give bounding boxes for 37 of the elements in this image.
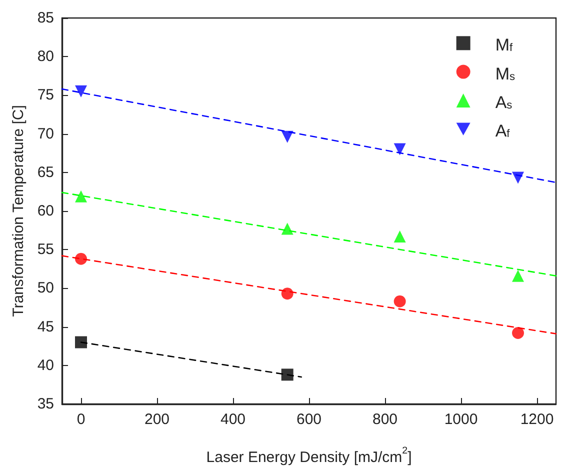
x-tick-label: 400 — [220, 411, 246, 428]
point — [512, 326, 524, 339]
y-tick-label: 45 — [37, 318, 54, 336]
y-tick-label: 70 — [37, 125, 54, 142]
point — [75, 190, 87, 202]
point — [512, 270, 524, 282]
x-tick-label: 600 — [296, 411, 322, 428]
x-tick-label: 800 — [372, 411, 398, 428]
y-tick-label: 80 — [37, 48, 54, 66]
x-tick-label: 1000 — [444, 411, 478, 428]
y-tick-label: 60 — [37, 202, 54, 220]
x-tick-label: 0 — [76, 411, 86, 428]
point — [281, 288, 294, 300]
y-tick-label: 40 — [37, 356, 54, 374]
x-tick-label: 1200 — [520, 411, 554, 428]
point — [394, 230, 406, 242]
point — [281, 222, 294, 235]
point — [281, 368, 294, 381]
legend-label: As — [495, 92, 513, 112]
y-tick-label: 55 — [37, 241, 54, 258]
y-axis-title: Transformation Temperature [C] — [10, 105, 27, 317]
y-tick-label: 35 — [37, 396, 54, 412]
point — [394, 295, 406, 308]
point — [75, 252, 87, 265]
legend-label: Ms — [495, 64, 516, 84]
x-tick-label: 200 — [144, 411, 170, 428]
y-tick-label: 50 — [37, 280, 54, 297]
point — [281, 130, 294, 143]
legend-label: Af — [495, 122, 511, 141]
y-tick-label: 85 — [37, 10, 54, 26]
legend-label: Mf — [495, 36, 514, 55]
point — [394, 143, 406, 156]
y-tick-label: 75 — [37, 86, 54, 104]
y-tick-label: 65 — [37, 164, 54, 181]
point — [512, 172, 524, 184]
point — [75, 336, 87, 348]
point — [75, 85, 87, 98]
